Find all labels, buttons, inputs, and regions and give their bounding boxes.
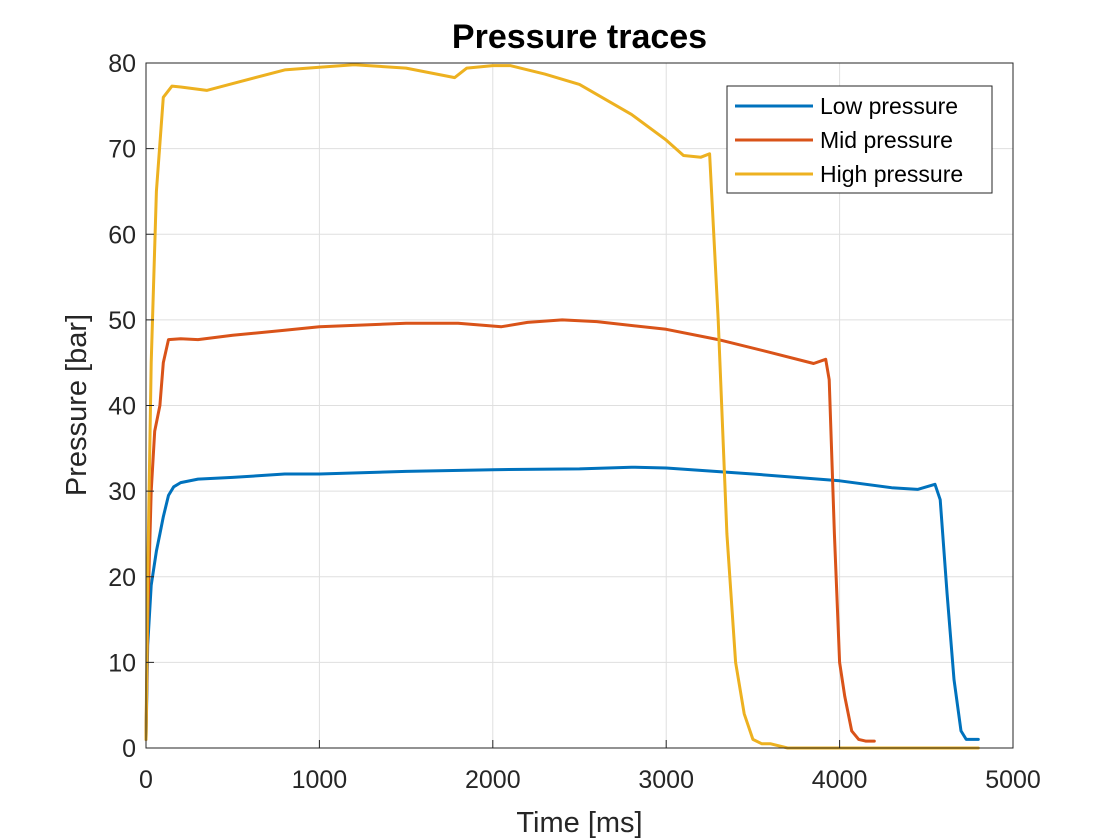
y-tick-label: 80 (108, 50, 136, 78)
legend-label-mid-pressure: Mid pressure (820, 127, 953, 153)
x-tick-label: 5000 (985, 766, 1041, 794)
x-tick-label: 3000 (638, 766, 694, 794)
y-axis-label: Pressure [bar] (61, 314, 93, 496)
chart-title: Pressure traces (452, 18, 707, 56)
series-line-low-pressure (144, 465, 980, 741)
series-line-mid-pressure (144, 318, 876, 743)
x-tick-label: 0 (139, 766, 153, 794)
y-tick-label: 60 (108, 221, 136, 249)
legend-label-high-pressure: High pressure (820, 161, 963, 187)
y-tick-label: 20 (108, 564, 136, 592)
legend-label-low-pressure: Low pressure (820, 93, 958, 119)
x-axis-label: Time [ms] (516, 807, 642, 839)
x-tick-label: 2000 (465, 766, 521, 794)
series-line-high-pressure (144, 63, 980, 750)
y-tick-label: 50 (108, 307, 136, 335)
series-lines (144, 63, 980, 750)
y-tick-label: 40 (108, 393, 136, 421)
x-tick-label: 1000 (292, 766, 348, 794)
y-tick-label: 70 (108, 136, 136, 164)
axis-ticks: 0 1000 2000 3000 4000 5000 0 10 20 30 40 50 60 70 80 (108, 50, 1041, 794)
y-tick-label: 10 (108, 649, 136, 677)
legend: Low pressure Mid pressure High pressure (726, 85, 993, 194)
y-tick-label: 30 (108, 478, 136, 506)
x-tick-label: 4000 (812, 766, 868, 794)
y-tick-label: 0 (122, 735, 136, 763)
